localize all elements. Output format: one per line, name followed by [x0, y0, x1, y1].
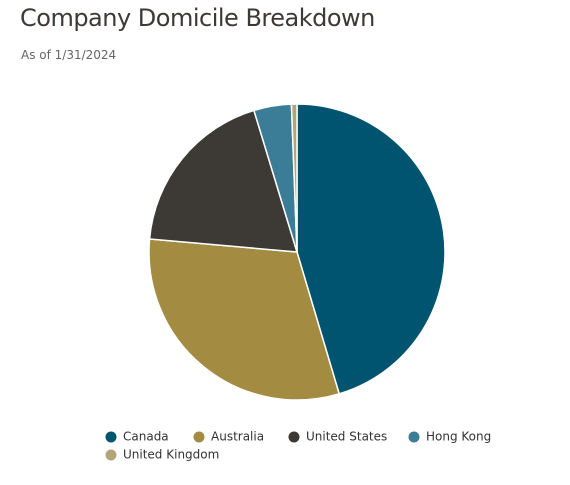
legend-label[interactable]: Australia: [211, 430, 264, 444]
chart-subtitle: As of 1/31/2024: [21, 48, 117, 62]
legend-marker[interactable]: [288, 431, 300, 443]
legend-label[interactable]: Canada: [123, 430, 169, 444]
legend-marker[interactable]: [408, 431, 420, 443]
legend-marker[interactable]: [193, 431, 205, 443]
legend-marker[interactable]: [105, 431, 117, 443]
chart-title: Company Domicile Breakdown: [20, 4, 375, 32]
pie-slice: [148, 109, 299, 253]
legend-marker[interactable]: [105, 449, 117, 461]
legend-label[interactable]: Hong Kong: [426, 430, 491, 444]
pie-slice: [148, 238, 341, 401]
legend-label[interactable]: United Kingdom: [123, 448, 219, 462]
legend-label[interactable]: United States: [306, 430, 387, 444]
pie-slice: [290, 103, 298, 253]
pie-slice: [296, 103, 446, 395]
